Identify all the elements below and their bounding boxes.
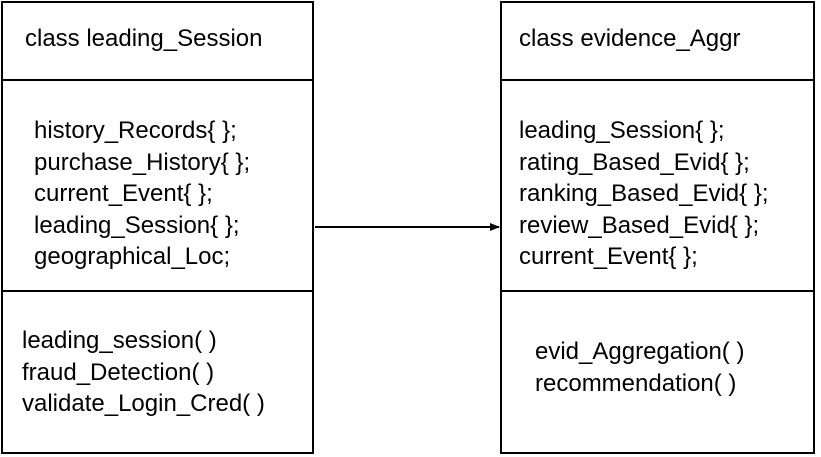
class-name-compartment: class leading_Session <box>3 3 312 80</box>
class-box-evidence-aggr: class evidence_Aggr leading_Session{ }; … <box>500 1 815 454</box>
attribute-item: review_Based_Evid{ }; <box>519 211 760 239</box>
attribute-item: rating_Based_Evid{ }; <box>519 148 750 176</box>
method-item: validate_Login_Cred( ) <box>22 390 265 417</box>
attributes-compartment: leading_Session{ }; rating_Based_Evid{ }… <box>502 81 813 290</box>
attribute-list: leading_Session{ }; rating_Based_Evid{ }… <box>519 115 769 273</box>
attribute-item: purchase_History{ }; <box>34 148 251 176</box>
method-item: fraud_Detection( ) <box>22 358 215 386</box>
class-title: class leading_Session <box>25 25 263 52</box>
compartment-divider <box>502 79 813 81</box>
compartment-divider <box>3 79 312 81</box>
class-name-compartment: class evidence_Aggr <box>502 3 813 80</box>
methods-compartment: leading_session( ) fraud_Detection( ) va… <box>3 292 312 452</box>
method-item: recommendation( ) <box>535 369 737 397</box>
attribute-list: history_Records{ }; purchase_History{ };… <box>34 115 250 273</box>
compartment-divider <box>3 290 312 292</box>
attribute-item: geographical_Loc; <box>34 243 231 270</box>
attribute-item: leading_Session{ }; <box>34 211 240 239</box>
class-title: class evidence_Aggr <box>519 25 741 52</box>
attribute-item: leading_Session{ }; <box>519 117 725 144</box>
method-list: leading_session( ) fraud_Detection( ) va… <box>22 325 265 420</box>
method-item: leading_session( ) <box>22 327 217 354</box>
attribute-item: current_Event{ }; <box>34 180 213 207</box>
attributes-compartment: history_Records{ }; purchase_History{ };… <box>3 81 312 290</box>
compartment-divider <box>502 290 813 292</box>
methods-compartment: evid_Aggregation( ) recommendation( ) <box>502 292 813 452</box>
attribute-item: ranking_Based_Evid{ }; <box>519 180 769 207</box>
method-item: evid_Aggregation( ) <box>535 338 745 365</box>
attribute-item: history_Records{ }; <box>34 117 237 144</box>
method-list: evid_Aggregation( ) recommendation( ) <box>535 336 744 399</box>
class-box-leading-session: class leading_Session history_Records{ }… <box>1 1 314 454</box>
attribute-item: current_Event{ }; <box>519 243 698 270</box>
